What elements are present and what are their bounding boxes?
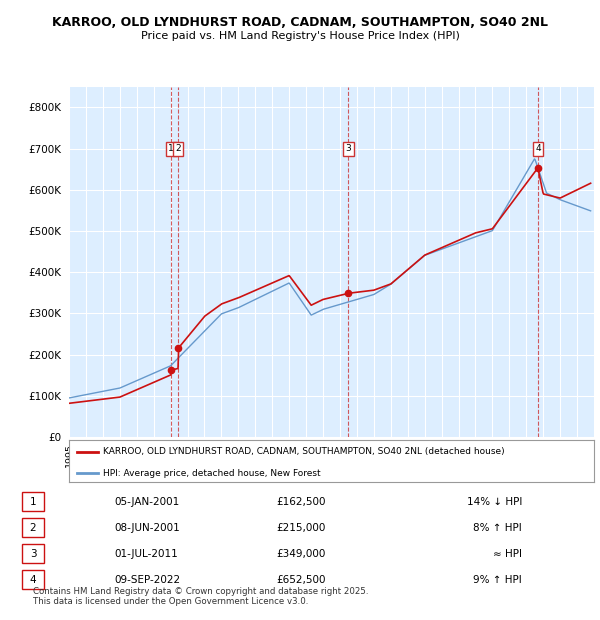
Text: 08-JUN-2001: 08-JUN-2001: [114, 523, 180, 533]
Text: £349,000: £349,000: [276, 549, 325, 559]
Text: 4: 4: [535, 144, 541, 153]
Text: KARROO, OLD LYNDHURST ROAD, CADNAM, SOUTHAMPTON, SO40 2NL (detached house): KARROO, OLD LYNDHURST ROAD, CADNAM, SOUT…: [103, 447, 505, 456]
Text: £162,500: £162,500: [276, 497, 325, 507]
Text: HPI: Average price, detached house, New Forest: HPI: Average price, detached house, New …: [103, 469, 321, 477]
Text: 1: 1: [29, 497, 37, 507]
Text: 8% ↑ HPI: 8% ↑ HPI: [473, 523, 522, 533]
Text: 2: 2: [175, 144, 181, 153]
Text: £215,000: £215,000: [276, 523, 325, 533]
Text: Contains HM Land Registry data © Crown copyright and database right 2025.
This d: Contains HM Land Registry data © Crown c…: [33, 587, 368, 606]
Text: £652,500: £652,500: [276, 575, 325, 585]
Text: Price paid vs. HM Land Registry's House Price Index (HPI): Price paid vs. HM Land Registry's House …: [140, 31, 460, 41]
Text: 4: 4: [29, 575, 37, 585]
Text: 14% ↓ HPI: 14% ↓ HPI: [467, 497, 522, 507]
Text: KARROO, OLD LYNDHURST ROAD, CADNAM, SOUTHAMPTON, SO40 2NL: KARROO, OLD LYNDHURST ROAD, CADNAM, SOUT…: [52, 16, 548, 29]
Text: 3: 3: [346, 144, 352, 153]
Text: 3: 3: [29, 549, 37, 559]
Text: ≈ HPI: ≈ HPI: [493, 549, 522, 559]
Text: 01-JUL-2011: 01-JUL-2011: [114, 549, 178, 559]
Text: 9% ↑ HPI: 9% ↑ HPI: [473, 575, 522, 585]
Text: 09-SEP-2022: 09-SEP-2022: [114, 575, 180, 585]
Text: 05-JAN-2001: 05-JAN-2001: [114, 497, 179, 507]
Text: 2: 2: [29, 523, 37, 533]
Text: 1: 1: [168, 144, 174, 153]
